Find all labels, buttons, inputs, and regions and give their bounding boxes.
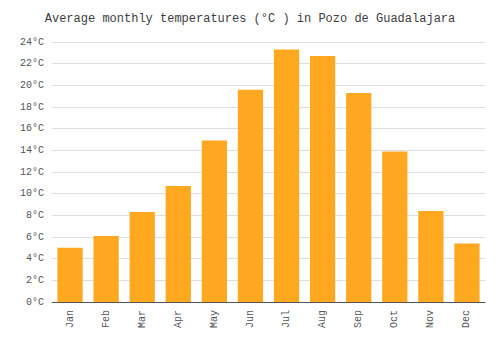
svg-text:0°C: 0°C: [26, 297, 44, 308]
svg-text:10°C: 10°C: [20, 188, 44, 199]
svg-text:Oct: Oct: [389, 310, 400, 328]
svg-text:Jul: Jul: [281, 310, 292, 328]
svg-text:Aug: Aug: [317, 310, 328, 328]
svg-text:Apr: Apr: [173, 310, 184, 328]
svg-text:Jan: Jan: [65, 310, 76, 328]
svg-text:May: May: [209, 310, 220, 328]
svg-text:6°C: 6°C: [26, 232, 44, 243]
svg-text:Jun: Jun: [245, 310, 256, 328]
svg-text:2°C: 2°C: [26, 275, 44, 286]
svg-text:24°C: 24°C: [20, 37, 44, 48]
svg-text:8°C: 8°C: [26, 210, 44, 221]
svg-text:Sep: Sep: [353, 310, 364, 328]
svg-text:14°C: 14°C: [20, 145, 44, 156]
svg-text:Nov: Nov: [425, 310, 436, 328]
svg-text:12°C: 12°C: [20, 167, 44, 178]
svg-text:22°C: 22°C: [20, 58, 44, 69]
svg-text:16°C: 16°C: [20, 123, 44, 134]
svg-text:Dec: Dec: [461, 310, 472, 328]
svg-text:Feb: Feb: [101, 310, 112, 328]
svg-text:20°C: 20°C: [20, 80, 44, 91]
svg-text:Mar: Mar: [137, 310, 148, 328]
svg-text:4°C: 4°C: [26, 253, 44, 264]
svg-text:18°C: 18°C: [20, 102, 44, 113]
svg-text:Average monthly temperatures (: Average monthly temperatures (°C ) in Po…: [45, 12, 455, 26]
